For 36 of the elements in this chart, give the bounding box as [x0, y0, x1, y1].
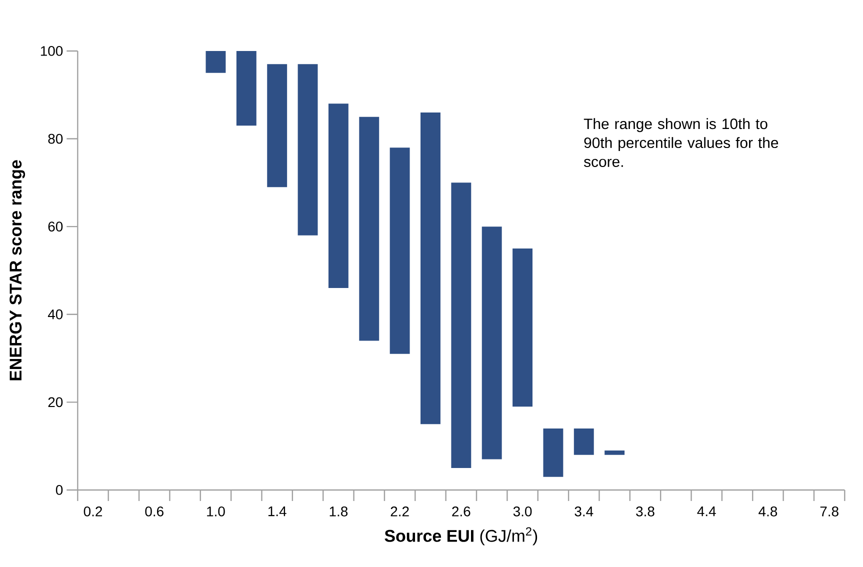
x-tick-label: 2.2: [390, 506, 409, 516]
y-tick-label: 20: [48, 397, 63, 408]
bar: [512, 248, 532, 407]
bar: [604, 450, 625, 455]
x-tick-label: 0.6: [145, 506, 164, 516]
y-tick-label: 100: [40, 46, 63, 56]
y-axis-title: ENERGY STAR score range: [10, 160, 26, 380]
bar: [390, 148, 410, 354]
bar: [420, 112, 440, 424]
x-tick-label: 1.4: [268, 506, 286, 516]
x-tick-label: 1.8: [330, 506, 348, 516]
bar: [359, 116, 380, 341]
x-tick-label: 4.4: [697, 506, 716, 516]
y-tick-label: 80: [48, 134, 63, 144]
bar: [236, 50, 256, 126]
y-tick-label: 60: [48, 222, 63, 232]
x-tick-label: 0.2: [84, 506, 102, 516]
x-tick-label: 4.8: [758, 506, 778, 516]
x-tick-label: 3.8: [636, 506, 654, 516]
bar: [328, 104, 348, 288]
x-tick-label: 2.6: [452, 506, 470, 516]
x-axis-title: Source EUI (GJ/m$^{2}$): [384, 527, 538, 546]
x-tick-label: 1.0: [207, 506, 225, 516]
x-tick-label: 3.4: [574, 506, 594, 516]
x-tick-label: 7.8: [820, 506, 838, 516]
bar: [482, 226, 502, 460]
bar: [574, 428, 594, 455]
annotation: The range shown is 10th to 90th percentile values for the score.: [584, 118, 778, 167]
bar: [206, 50, 226, 73]
x-tick-label: 3.0: [513, 506, 532, 516]
y-tick-label: 40: [48, 309, 63, 320]
bar: [543, 428, 564, 477]
bar: [267, 64, 288, 188]
y-tick-label: 0: [56, 485, 63, 495]
bar: [298, 64, 318, 236]
bar: [451, 182, 472, 468]
